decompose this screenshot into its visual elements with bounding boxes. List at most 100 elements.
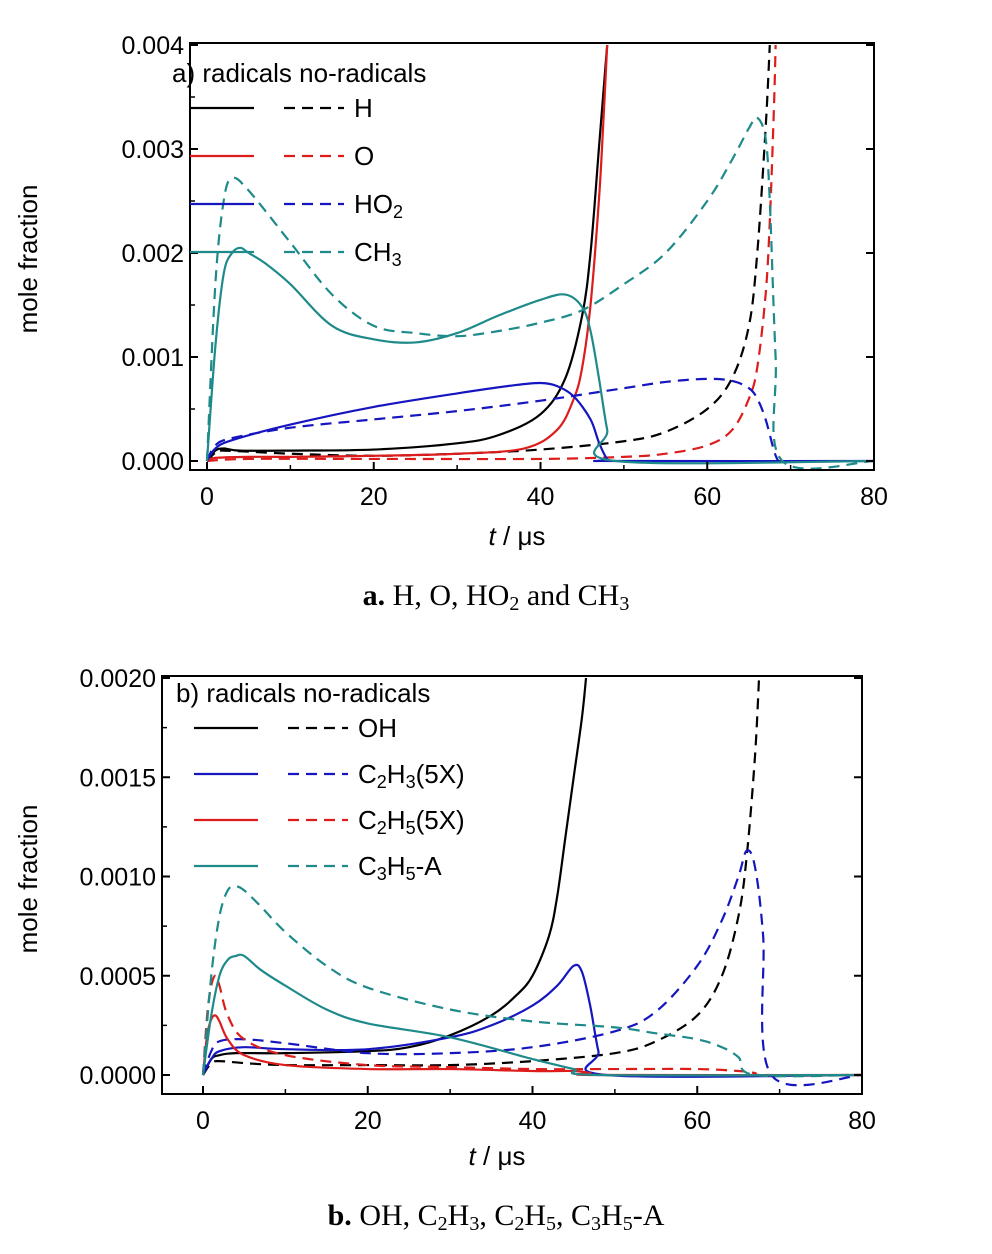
- series-line: [206, 44, 777, 463]
- legend-label-subscript: 2: [377, 772, 387, 792]
- x-tick-label: 80: [848, 1107, 876, 1135]
- legend-label-subscript: 5: [406, 818, 416, 838]
- y-tick-label: 0.002: [121, 240, 184, 268]
- legend-label: HO2: [354, 189, 403, 222]
- series-line: [202, 677, 761, 1076]
- legend-label-text: H: [387, 759, 406, 789]
- x-tick-label: 20: [354, 1107, 382, 1135]
- series-line: [201, 885, 862, 1078]
- caption-subscript: 3: [591, 1213, 601, 1235]
- x-tick-label: 60: [683, 1107, 711, 1135]
- series-line: [206, 44, 609, 462]
- x-tick-label: 40: [527, 483, 555, 511]
- y-tick-label: 0.0020: [80, 665, 156, 693]
- series-line: [205, 116, 874, 470]
- legend-label-text: C: [358, 851, 377, 881]
- legend-label: H: [354, 93, 373, 123]
- y-tick-label: 0.001: [121, 344, 184, 372]
- y-tick-label: 0.003: [121, 136, 184, 164]
- legend-label-subscript: 2: [377, 818, 387, 838]
- caption-text: H: [601, 1199, 623, 1232]
- y-axis-title: mole fraction: [13, 185, 43, 334]
- legend-item: HO2: [190, 189, 403, 222]
- x-tick-label: 20: [360, 483, 388, 511]
- legend-item: H: [190, 93, 373, 123]
- legend-header: b) radicals no-radicals: [176, 678, 430, 708]
- y-tick-label: 0.0000: [80, 1062, 156, 1090]
- caption-text: OH, C: [359, 1199, 437, 1232]
- series-line: [206, 377, 780, 462]
- legend-label-text: (5X): [416, 805, 465, 835]
- plot-frame: [189, 42, 875, 471]
- legend-item: C2H5(5X): [194, 805, 465, 838]
- series-line: [206, 44, 609, 463]
- y-tick-label: 0.0005: [80, 963, 156, 991]
- x-axis-title: t / μs: [469, 1141, 526, 1171]
- caption-text: and CH: [519, 579, 619, 612]
- y-tick-label: 0.000: [121, 448, 184, 476]
- caption-text: H, O, HO: [393, 579, 510, 612]
- x-axis-title-unit: / μs: [496, 521, 546, 551]
- x-tick-label: 0: [196, 1107, 210, 1135]
- legend-label-text: HO: [354, 189, 393, 219]
- x-tick-label: 40: [519, 1107, 547, 1135]
- legend-item: C2H3(5X): [194, 759, 465, 792]
- y-tick-label: 0.004: [121, 32, 184, 60]
- caption-letter: a.: [363, 579, 393, 612]
- y-axis-title: mole fraction: [13, 805, 43, 954]
- caption-subscript: 2: [438, 1213, 448, 1235]
- caption-subscript: 2: [514, 1213, 524, 1235]
- caption-text: , C: [479, 1199, 514, 1232]
- caption-subscript: 5: [546, 1213, 556, 1235]
- y-tick-label: 0.0015: [80, 764, 156, 792]
- legend-label-subscript: 3: [377, 864, 387, 884]
- caption-subscript: 3: [469, 1213, 479, 1235]
- x-tick-label: 0: [200, 483, 214, 511]
- x-tick-label: 60: [693, 483, 721, 511]
- legend-item: CH3: [190, 237, 402, 270]
- x-axis-title-unit: / μs: [476, 1141, 526, 1171]
- series-line: [201, 953, 862, 1077]
- legend-label-text: O: [354, 141, 374, 171]
- x-axis-title-italic: t: [489, 521, 498, 551]
- plot-frame: [161, 675, 863, 1095]
- caption-text: H: [524, 1199, 546, 1232]
- caption-text: -A: [633, 1199, 665, 1232]
- x-axis-title: t / μs: [489, 521, 546, 551]
- legend-label-subscript: 5: [406, 864, 416, 884]
- legend-header: a) radicals no-radicals: [172, 58, 426, 88]
- x-axis-title-italic: t: [469, 1141, 478, 1171]
- y-tick-label: 0.0010: [80, 864, 156, 892]
- legend-label-text: H: [354, 93, 373, 123]
- legend-label: OH: [358, 713, 397, 743]
- caption-text: , C: [556, 1199, 591, 1232]
- legend-label-text: (5X): [416, 759, 465, 789]
- legend-label-subscript: 3: [392, 250, 402, 270]
- series-group: [201, 677, 862, 1087]
- series-line: [206, 44, 771, 462]
- legend-item: C3H5-A: [194, 851, 442, 884]
- legend-label-text: -A: [416, 851, 443, 881]
- legend-label-subscript: 2: [393, 202, 403, 222]
- legend-label-text: H: [387, 851, 406, 881]
- x-tick-label: 80: [860, 483, 888, 511]
- caption-subscript: 2: [509, 593, 519, 615]
- legend-label-text: OH: [358, 713, 397, 743]
- legend-label: C2H3(5X): [358, 759, 465, 792]
- legend-label-subscript: 3: [406, 772, 416, 792]
- legend-label: C2H5(5X): [358, 805, 465, 838]
- caption: a. H, O, HO2 and CH3: [363, 579, 630, 615]
- panel-b: 0 20 40 60 80 0.0000 0.0005 0.0010 0.0015 0.0020 m…: [13, 665, 876, 1235]
- legend-label: CH3: [354, 237, 402, 270]
- legend-label-text: CH: [354, 237, 392, 267]
- series-line: [201, 974, 862, 1077]
- series-line: [202, 963, 862, 1078]
- caption-subscript: 3: [619, 593, 629, 615]
- legend-label: O: [354, 141, 374, 171]
- series-line: [206, 381, 874, 463]
- legend-label-text: C: [358, 805, 377, 835]
- legend-label-text: H: [387, 805, 406, 835]
- caption: b. OH, C2H3, C2H5, C3H5-A: [328, 1199, 665, 1235]
- panel-a: 0 20 40 60 80 0.000 0.001 0.002 0.003 0.004 mole f…: [13, 32, 888, 615]
